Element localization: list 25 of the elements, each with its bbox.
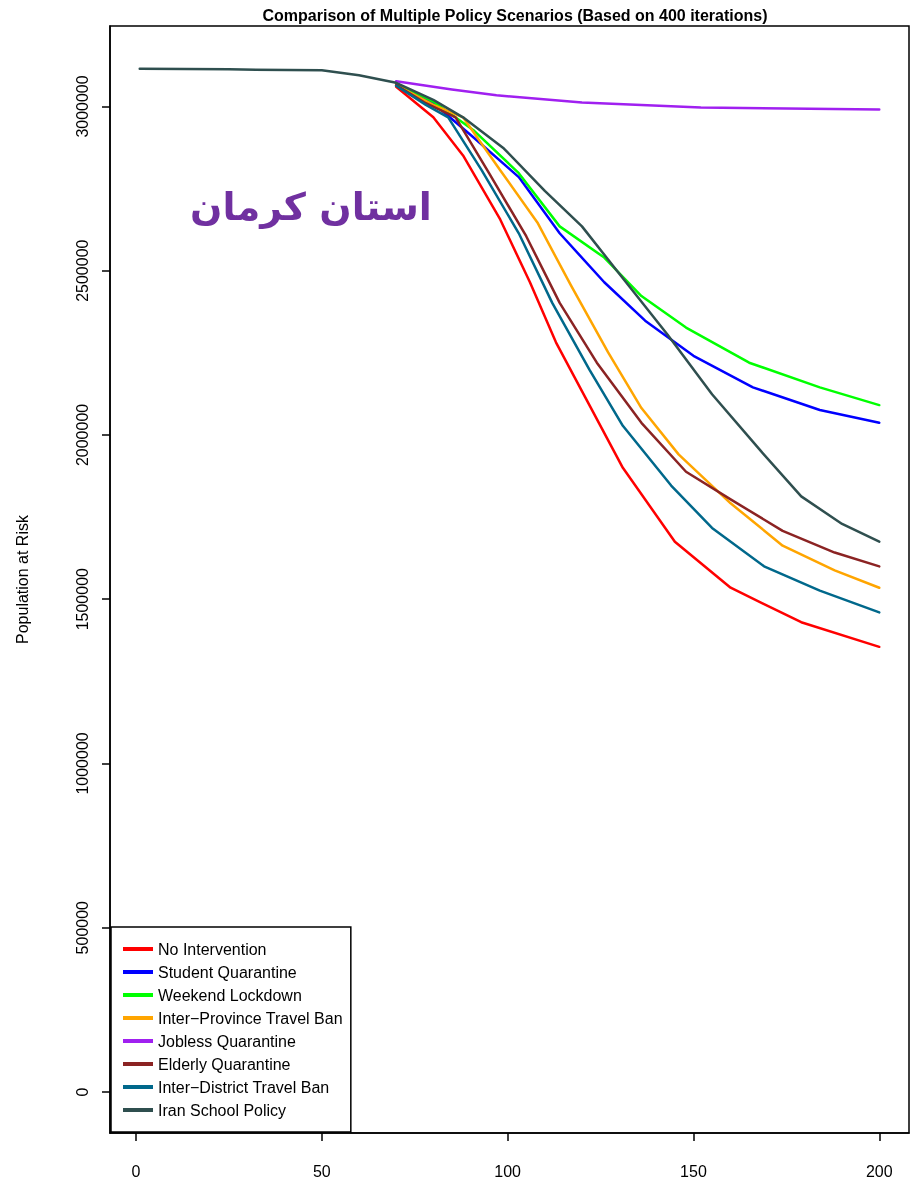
legend-label: Student Quarantine bbox=[158, 963, 297, 981]
legend-label: Elderly Quarantine bbox=[158, 1055, 291, 1073]
y-tick-label: 1000000 bbox=[73, 732, 91, 795]
x-tick-label: 50 bbox=[312, 1162, 331, 1180]
line-series bbox=[394, 79, 881, 111]
x-tick-label: 200 bbox=[865, 1162, 893, 1180]
legend-label: Weekend Lockdown bbox=[158, 986, 302, 1004]
legend-label: Jobless Quarantine bbox=[158, 1032, 296, 1050]
x-tick-label: 0 bbox=[131, 1162, 141, 1180]
legend-label: Iran School Policy bbox=[158, 1101, 287, 1119]
y-axis-title: Population at Risk bbox=[13, 514, 31, 644]
y-tick-label: 2500000 bbox=[73, 239, 91, 302]
legend-label: Inter−Province Travel Ban bbox=[158, 1009, 343, 1027]
x-tick-label: 150 bbox=[680, 1162, 707, 1180]
chart-title: Comparison of Multiple Policy Scenarios (Based on 400 iterations) bbox=[262, 6, 768, 24]
legend-label: Inter−District Travel Ban bbox=[158, 1078, 330, 1096]
y-tick-label: 0 bbox=[73, 1087, 91, 1097]
legend-label: No Intervention bbox=[158, 940, 267, 958]
y-tick-label: 2000000 bbox=[73, 403, 91, 467]
y-tick-label: 500000 bbox=[73, 900, 91, 955]
line-series bbox=[138, 67, 881, 543]
x-tick-label: 100 bbox=[494, 1162, 522, 1180]
annotation: استان کرمان bbox=[190, 185, 432, 229]
y-tick-label: 1500000 bbox=[73, 567, 91, 631]
y-tick-label: 3000000 bbox=[73, 75, 91, 138]
